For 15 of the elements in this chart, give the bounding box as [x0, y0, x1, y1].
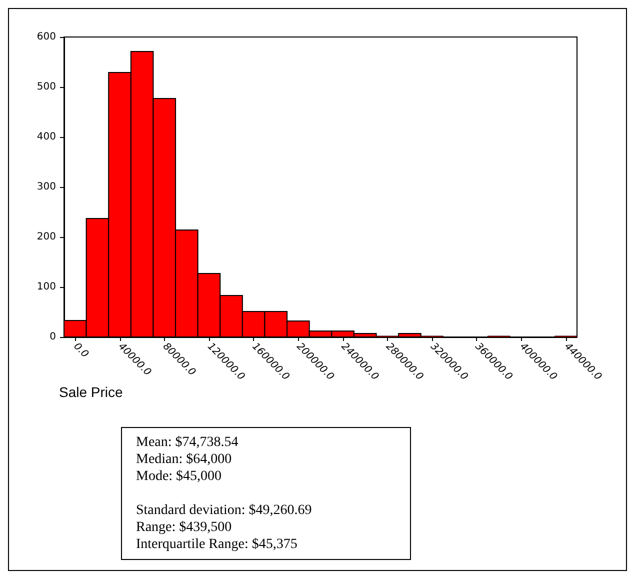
text: Median: $64,000: [136, 451, 233, 468]
y-tick-label: 100: [36, 282, 56, 292]
y-tick-label: 0: [50, 332, 56, 342]
text: Mean: $74,738.54: [136, 434, 240, 451]
text: Interquartile Range: $45,375: [136, 536, 298, 553]
y-tick-label: 200: [36, 232, 56, 242]
y-tick-label: 500: [36, 82, 56, 92]
y-tick-label: 600: [36, 32, 56, 42]
x-axis-title: Sale Price: [59, 384, 123, 400]
text: Standard deviation: $49,260.69: [136, 502, 313, 519]
y-tick-label: 300: [36, 182, 56, 192]
text: Mode: $45,000: [136, 468, 223, 485]
y-tick-label: 400: [36, 132, 56, 142]
x-tick-label: 0.0: [71, 341, 90, 360]
text: Range: $439,500: [136, 519, 233, 536]
